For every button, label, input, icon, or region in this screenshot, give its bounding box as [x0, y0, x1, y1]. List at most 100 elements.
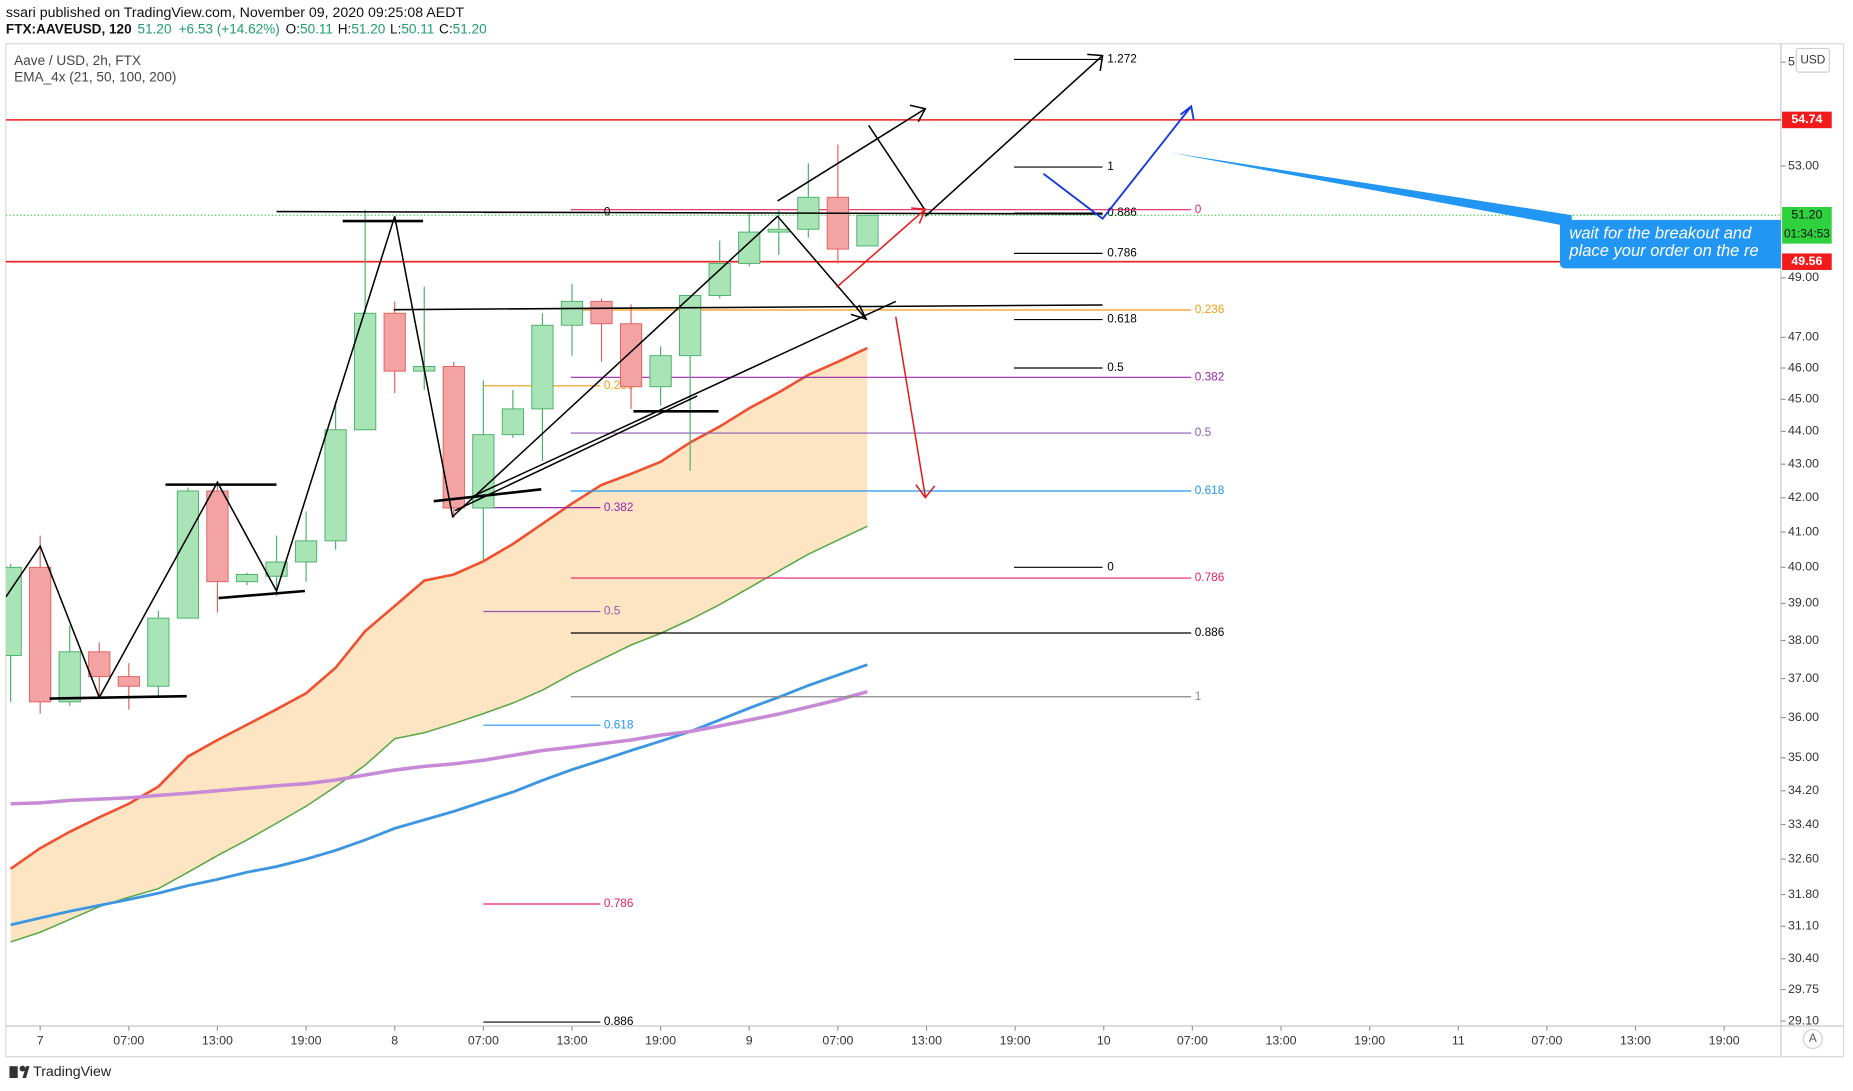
level-line — [49, 694, 187, 700]
ohlc-value: 50.11 — [401, 21, 434, 36]
ohlc-value: 50.11 — [300, 21, 333, 36]
candle-body — [294, 540, 318, 563]
last-price-box — [1782, 206, 1832, 244]
arrow — [924, 54, 1104, 217]
trend-line — [472, 300, 897, 498]
fib-label: 0.618 — [1195, 483, 1225, 497]
candle-body — [117, 676, 140, 687]
arrowhead — [1179, 104, 1195, 120]
ohlc-key: H: — [338, 21, 352, 36]
fib-label: 0.786 — [1195, 570, 1225, 584]
x-tick-label: 07:00 — [1531, 1034, 1562, 1048]
x-tick-label: 19:00 — [1000, 1034, 1031, 1048]
candle-body — [354, 312, 377, 431]
y-tick-label: 29.10 — [1788, 1013, 1819, 1027]
callout-text: wait for the breakout and — [1569, 223, 1752, 242]
candle-body — [147, 617, 170, 687]
trend-line — [393, 304, 1103, 311]
candle-body — [590, 300, 613, 325]
y-tick-label: 42.00 — [1788, 490, 1819, 504]
axis-mode-button[interactable] — [1802, 1028, 1823, 1050]
x-tick-label: 13:00 — [1266, 1034, 1297, 1048]
ema-line — [9, 346, 868, 870]
fib-label: 0.382 — [604, 500, 634, 514]
x-tick-label: 8 — [391, 1034, 398, 1048]
arrowhead — [909, 104, 927, 123]
arrowhead — [915, 484, 936, 499]
y-tick-label: 35.00 — [1788, 750, 1819, 764]
plot: 1.272 1 0.886 0.786 0.618 0.5 0 0 0.236 0.382 0.5 0… — [5, 52, 1781, 1028]
fib-label: 0.382 — [1195, 369, 1225, 383]
y-tick-label: 40.00 — [1788, 560, 1819, 574]
fib-label: 0.886 — [1195, 625, 1225, 639]
fib-label: 0.5 — [1107, 360, 1124, 374]
arrow — [1042, 105, 1192, 220]
y-tick-label: 41.00 — [1788, 524, 1819, 538]
y-tick-label: 30.40 — [1788, 951, 1819, 965]
y-tick-label: 37.00 — [1788, 671, 1819, 685]
fib-label: 0.5 — [604, 604, 621, 618]
y-tick-label: 31.80 — [1788, 887, 1819, 901]
symbol-line: FTX:AAVEUSD, 120 51.20 +6.53 (+14.62%) O:50… — [6, 21, 487, 36]
x-tick-label: 07:00 — [468, 1034, 499, 1048]
ema-line — [10, 663, 868, 927]
candle-body — [738, 231, 761, 264]
countdown: 01:34:53 — [1784, 226, 1830, 240]
arrowhead — [1087, 53, 1104, 72]
ema-line — [10, 689, 868, 806]
candle-body — [206, 490, 229, 583]
price-label: 49.56 — [1791, 254, 1822, 268]
zigzag — [5, 215, 867, 700]
x-tick-label: 11 — [1452, 1034, 1465, 1048]
fib-label: 0 — [1195, 202, 1202, 216]
x-tick-label: 13:00 — [911, 1034, 942, 1048]
callout-text: place your order on the re — [1568, 241, 1758, 260]
axis-mode[interactable]: A — [1809, 1031, 1817, 1045]
logo-mark — [22, 1066, 30, 1078]
candle-body — [176, 490, 200, 619]
candle-body — [767, 228, 790, 233]
fib-label: 0.886 — [604, 1014, 634, 1028]
footer-logo — [9, 1065, 30, 1078]
candle-body — [235, 574, 259, 583]
logo-mark — [19, 1065, 26, 1072]
candle-body — [501, 408, 524, 436]
callout-pointer — [1169, 152, 1572, 227]
change: +6.53 (+14.62%) — [179, 21, 280, 36]
candle-body — [531, 324, 554, 410]
ohlc-key: L: — [390, 21, 401, 36]
candle-body — [679, 295, 702, 357]
y-tick-label: 32.60 — [1788, 851, 1819, 865]
candle-body — [856, 214, 879, 247]
y-tick-label: 34.20 — [1788, 783, 1819, 797]
level-line — [218, 589, 306, 600]
candle-body — [619, 323, 643, 388]
publisher: ssari published on TradingView.com, Nove… — [6, 5, 465, 21]
y-tick-label: 53.00 — [1788, 158, 1819, 172]
x-tick-label: 7 — [37, 1034, 44, 1048]
axis-layer: 57.0053.0049.0047.0046.0045.0044.0043.00… — [37, 54, 1832, 1048]
x-tick-label: 07:00 — [1177, 1034, 1208, 1048]
fib-label: 0.5 — [1195, 425, 1212, 439]
ohlc-key: C: — [439, 21, 453, 36]
x-tick-label: 13:00 — [1620, 1034, 1651, 1048]
ohlc-key: O: — [286, 21, 300, 36]
candle-body — [649, 355, 672, 388]
last: 51.20 — [138, 21, 172, 36]
legend-title: Aave / USD, 2h, FTX — [14, 53, 141, 68]
x-tick-label: 19:00 — [1709, 1034, 1740, 1048]
candle-body — [58, 651, 81, 703]
currency-badge — [1795, 47, 1830, 73]
price-label-box — [1782, 253, 1832, 270]
logo-mark — [9, 1066, 18, 1078]
arrowhead — [911, 207, 927, 224]
fib-label: 0.236 — [1195, 302, 1225, 316]
y-tick-label: 36.00 — [1788, 710, 1819, 724]
ohlc-value: 51.20 — [351, 21, 385, 36]
candle-body — [88, 651, 111, 678]
y-tick-label: 38.00 — [1788, 633, 1819, 647]
trend-line — [454, 395, 698, 512]
